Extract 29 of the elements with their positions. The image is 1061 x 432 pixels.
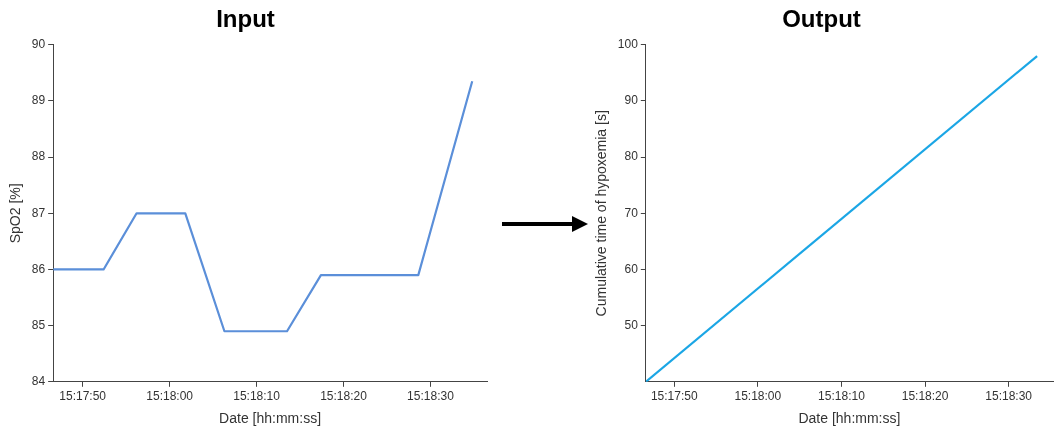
x-axis-title: Date [hh:mm:ss] xyxy=(798,410,901,427)
y-tick-label: 87 xyxy=(31,205,46,220)
y-tick-label: 89 xyxy=(31,93,46,108)
y-tick-label: 50 xyxy=(624,317,639,332)
x-tick-label: 15:18:00 xyxy=(734,389,782,404)
x-tick-label: 15:18:10 xyxy=(818,389,866,404)
x-tick-label: 15:18:20 xyxy=(320,389,368,404)
y-tick-label: 90 xyxy=(624,93,639,108)
y-tick-label: 100 xyxy=(617,37,639,52)
x-tick-label: 15:17:50 xyxy=(59,389,107,404)
chart-title: Output xyxy=(782,5,861,33)
y-tick-label: 60 xyxy=(624,261,639,276)
y-tick-label: 70 xyxy=(624,205,639,220)
x-tick-label: 15:18:30 xyxy=(407,389,455,404)
x-tick-label: 15:18:20 xyxy=(901,389,949,404)
y-tick-label: 90 xyxy=(31,37,46,52)
x-tick-label: 15:18:30 xyxy=(985,389,1033,404)
y-tick-label: 85 xyxy=(31,317,46,332)
y-tick-label: 86 xyxy=(31,261,46,276)
chart-title: Input xyxy=(216,5,275,33)
y-axis-title: SpO2 [%] xyxy=(7,183,24,244)
y-tick-label: 88 xyxy=(31,149,46,164)
x-tick-label: 15:18:10 xyxy=(233,389,281,404)
x-tick-label: 15:17:50 xyxy=(650,389,698,404)
y-tick-label: 84 xyxy=(31,374,46,389)
x-axis-title: Date [hh:mm:ss] xyxy=(219,410,322,427)
y-axis-title: Cumulative time of hypoxemia [s] xyxy=(593,110,610,317)
x-tick-label: 15:18:00 xyxy=(146,389,194,404)
y-tick-label: 80 xyxy=(624,149,639,164)
